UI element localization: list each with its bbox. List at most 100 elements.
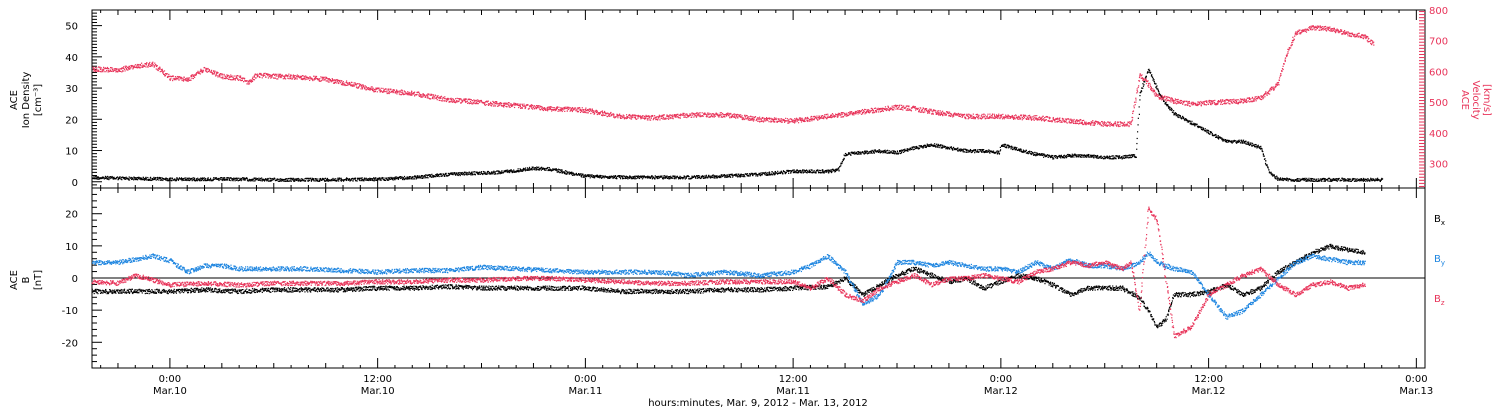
density-series-point [1041, 153, 1043, 155]
density-series-point [1266, 165, 1268, 167]
density-series-point [1331, 179, 1333, 181]
density-series-point [279, 180, 282, 182]
velocity-series-point [216, 71, 218, 73]
velocity-series-point [232, 76, 234, 78]
density-series-point [1048, 154, 1050, 157]
density-series-point [326, 178, 328, 181]
density-series-point [615, 177, 618, 179]
density-series-point [1177, 116, 1179, 118]
density-series-point [915, 147, 917, 149]
velocity-series-point [312, 79, 314, 81]
density-series-point [381, 178, 383, 180]
velocity-series-point [282, 78, 284, 80]
density-series-point [1375, 178, 1377, 180]
velocity-series-point [268, 74, 270, 76]
density-series-point [292, 179, 294, 181]
velocity-series-point [138, 63, 140, 66]
density-series-point [768, 171, 770, 173]
density-series-point [655, 176, 657, 178]
density-series-point [485, 173, 487, 175]
density-series-point [412, 178, 414, 180]
density-series-point [1372, 178, 1374, 180]
density-series-point [1238, 139, 1240, 141]
density-series-point [276, 179, 278, 182]
velocity-series-point [222, 77, 224, 79]
density-series-point [212, 179, 214, 182]
density-series-point [1080, 156, 1082, 158]
density-series-point [1226, 139, 1228, 141]
density-series-point [1330, 180, 1332, 182]
density-series-point [398, 177, 400, 179]
density-series-point [1279, 179, 1281, 181]
density-series-point [478, 173, 480, 176]
density-series-point [763, 172, 766, 174]
density-series-point [1357, 179, 1359, 182]
density-series-point [308, 179, 310, 181]
density-series-point [1292, 180, 1294, 182]
velocity-series-point [240, 79, 243, 82]
density-series-point [1207, 132, 1210, 134]
density-series-point [1015, 148, 1017, 150]
density-series-point [871, 152, 873, 155]
density-series-point [1231, 141, 1233, 143]
density-series-point [1333, 178, 1335, 180]
density-series-point [1253, 145, 1255, 147]
density-series-point [873, 149, 875, 151]
velocity-series-point [302, 78, 304, 81]
density-series-point [1223, 139, 1225, 141]
density-series-point [426, 175, 429, 177]
density-series-point [1317, 178, 1320, 180]
density-series-point [340, 180, 342, 182]
density-series-point [486, 172, 488, 174]
density-series-point [330, 180, 332, 182]
velocity-series-point [360, 83, 362, 86]
density-series-point [1310, 177, 1312, 180]
density-series-point [755, 175, 757, 177]
density-series-point [964, 148, 966, 151]
density-series-point [267, 179, 269, 181]
density-series-point [1352, 177, 1354, 180]
density-series-point [161, 178, 163, 180]
density-series-point [506, 169, 508, 171]
density-series-point [108, 179, 110, 181]
velocity-series-point [199, 73, 201, 75]
density-series-point [854, 151, 856, 153]
density-series-point [592, 176, 594, 178]
velocity-series-point [349, 83, 352, 85]
velocity-series-point [178, 75, 180, 78]
velocity-series-point [116, 68, 118, 70]
density-series-point [134, 177, 136, 179]
density-series-point [780, 170, 782, 172]
velocity-series-point [121, 67, 123, 69]
density-series-point [153, 178, 155, 180]
density-series-point [1287, 180, 1289, 182]
density-series-point [725, 174, 727, 177]
density-series-point [1183, 117, 1185, 119]
density-series-point [345, 178, 348, 180]
density-series-point [1068, 154, 1070, 156]
density-series-point [611, 176, 613, 178]
velocity-series-point [127, 69, 129, 71]
density-series-point [218, 177, 220, 180]
density-series-point [882, 150, 884, 152]
density-series-point [479, 173, 481, 175]
density-series-point [1016, 149, 1019, 152]
density-series-point [1013, 147, 1016, 149]
velocity-series-point [136, 65, 138, 67]
density-series-point [740, 173, 742, 175]
density-series-point [379, 179, 381, 181]
density-series-point [710, 175, 712, 177]
density-series-point [331, 179, 333, 181]
density-series-point [886, 150, 888, 152]
density-series-point [298, 180, 300, 182]
density-series-point [240, 180, 242, 182]
density-series-point [307, 178, 310, 180]
density-series-point [333, 179, 335, 181]
density-series-point [984, 151, 986, 153]
density-series-point [374, 177, 376, 179]
density-series-point [703, 177, 705, 179]
velocity-series-point [331, 79, 334, 81]
density-series-point [360, 178, 362, 180]
density-series-point [422, 176, 424, 178]
velocity-series-point [294, 77, 297, 79]
